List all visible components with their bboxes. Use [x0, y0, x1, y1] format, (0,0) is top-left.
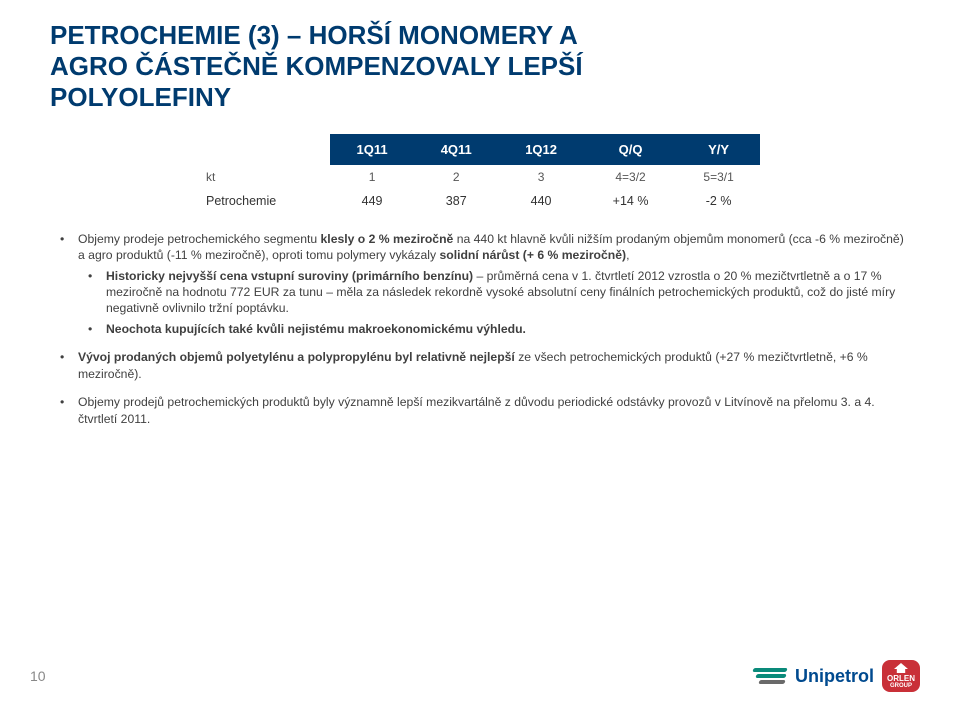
- title-line-2: AGRO ČÁSTEČNĚ KOMPENZOVALY LEPŠÍ: [50, 51, 583, 81]
- bold-text: Historicky nejvyšší cena vstupní surovin…: [106, 269, 473, 283]
- orlen-text: ORLEN: [887, 675, 915, 683]
- cell: 440: [498, 189, 584, 213]
- body-text: Objemy prodeje petrochemického segmentu …: [50, 231, 910, 428]
- cell: -2 %: [677, 189, 760, 213]
- bold-text: Neochota kupujících také kvůli nejistému…: [106, 322, 526, 336]
- orlen-eagle-icon: [894, 663, 908, 673]
- cell: 3: [498, 165, 584, 189]
- bold-text: solidní nárůst (+ 6 % meziročně): [439, 248, 626, 262]
- brand-name: Unipetrol: [795, 666, 874, 687]
- cell: +14 %: [584, 189, 677, 213]
- title-line-1: PETROCHEMIE (3) – HORŠÍ MONOMERY A: [50, 20, 578, 50]
- th-empty: [200, 134, 330, 165]
- bullet-3: Objemy prodejů petrochemických produktů …: [50, 394, 910, 427]
- cell: 387: [414, 189, 498, 213]
- row-label-kt: kt: [200, 165, 330, 189]
- bullet-2: Vývoj prodaných objemů polyetylénu a pol…: [50, 349, 910, 382]
- orlen-badge-icon: ORLEN GROUP: [882, 660, 920, 692]
- th-yy: Y/Y: [677, 134, 760, 165]
- text: Objemy prodeje petrochemického segmentu: [78, 232, 321, 246]
- table-row: kt 1 2 3 4=3/2 5=3/1: [200, 165, 760, 189]
- cell: 449: [330, 189, 414, 213]
- title-line-3: POLYOLEFINY: [50, 82, 231, 112]
- cell: 5=3/1: [677, 165, 760, 189]
- footer-logo: Unipetrol ORLEN GROUP: [753, 660, 920, 692]
- sub-bullet-2: Neochota kupujících také kvůli nejistému…: [78, 321, 910, 337]
- unipetrol-stripes-icon: [753, 668, 787, 684]
- th-1q12: 1Q12: [498, 134, 584, 165]
- th-1q11: 1Q11: [330, 134, 414, 165]
- orlen-group: GROUP: [890, 683, 912, 689]
- bullet-1: Objemy prodeje petrochemického segmentu …: [50, 231, 910, 338]
- th-4q11: 4Q11: [414, 134, 498, 165]
- data-table: 1Q11 4Q11 1Q12 Q/Q Y/Y kt 1 2 3 4=3/2 5=…: [200, 134, 760, 213]
- table-row: Petrochemie 449 387 440 +14 % -2 %: [200, 189, 760, 213]
- text: Objemy prodejů petrochemických produktů …: [78, 395, 875, 425]
- brand-block: Unipetrol: [795, 666, 874, 687]
- row-label-petro: Petrochemie: [200, 189, 330, 213]
- cell: 1: [330, 165, 414, 189]
- bold-text: klesly o 2 % meziročně: [321, 232, 454, 246]
- cell: 2: [414, 165, 498, 189]
- page-number: 10: [30, 668, 46, 684]
- cell: 4=3/2: [584, 165, 677, 189]
- text: ,: [626, 248, 629, 262]
- table-body: kt 1 2 3 4=3/2 5=3/1 Petrochemie 449 387…: [200, 165, 760, 213]
- data-table-wrap: 1Q11 4Q11 1Q12 Q/Q Y/Y kt 1 2 3 4=3/2 5=…: [200, 134, 760, 213]
- table-head: 1Q11 4Q11 1Q12 Q/Q Y/Y: [200, 134, 760, 165]
- slide-title: PETROCHEMIE (3) – HORŠÍ MONOMERY A AGRO …: [50, 20, 910, 114]
- bold-text: Vývoj prodaných objemů polyetylénu a pol…: [78, 350, 515, 364]
- sub-bullet-1: Historicky nejvyšší cena vstupní surovin…: [78, 268, 910, 317]
- th-qq: Q/Q: [584, 134, 677, 165]
